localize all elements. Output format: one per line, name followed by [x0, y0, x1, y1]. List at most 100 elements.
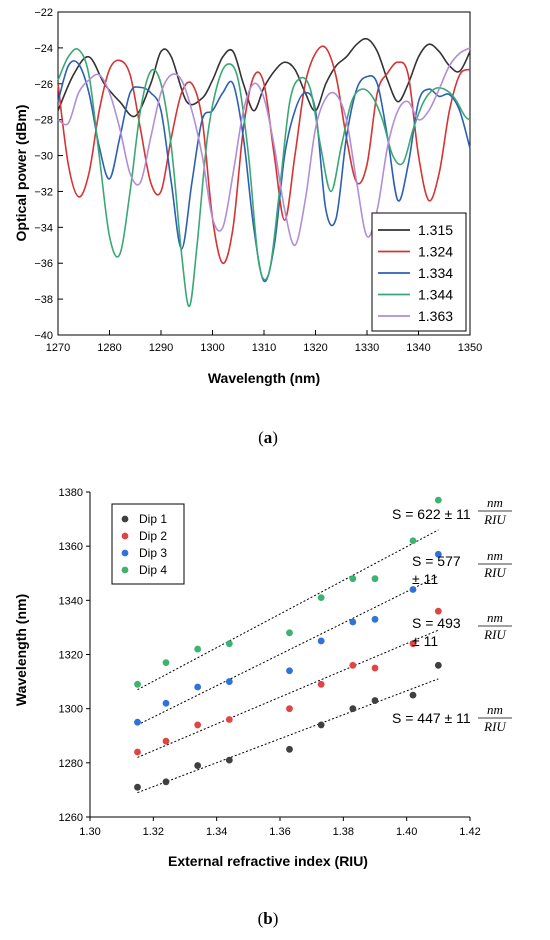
- y-tick-label-a: −32: [34, 186, 53, 198]
- annotation-fraction-denominator: RIU: [483, 627, 507, 642]
- x-tick-label-a: 1310: [252, 342, 276, 354]
- y-axis-label-a: Optical power (dBm): [13, 105, 29, 242]
- y-tick-label-b: 1280: [59, 758, 83, 770]
- data-point-Dip-3: [225, 678, 233, 685]
- annotation-fraction-denominator: RIU: [483, 565, 507, 580]
- x-tick-label-b: 1.40: [396, 826, 417, 838]
- legend-marker-Dip-4: [121, 566, 129, 574]
- series-line-1-344: [57, 48, 471, 308]
- data-point-Dip-3: [349, 618, 357, 626]
- legend-box-a: [371, 212, 467, 332]
- sensitivity-annotation: S = 577 ± 11 nm RIU: [412, 548, 512, 587]
- x-tick-label-b: 1.36: [269, 826, 290, 838]
- annotation-fraction-denominator: RIU: [483, 719, 507, 734]
- panel-letter-a: a: [264, 428, 273, 447]
- sensitivity-annotation: S = 447 ± 11 nm RIU: [392, 702, 512, 734]
- chart-b: 1.30 1.32 1.34 1.36 1.38 1.40 1.42 1260 1280 1300…: [13, 487, 512, 928]
- fit-line-Dip-2: [137, 629, 439, 758]
- data-point-Dip-3: [194, 683, 202, 691]
- y-tick-label-a: −28: [34, 115, 53, 127]
- x-tick-label-a: 1280: [97, 342, 121, 354]
- data-point-Dip-1: [162, 778, 170, 786]
- data-point-Dip-3: [286, 667, 293, 675]
- y-tick-label-a: −38: [34, 294, 53, 306]
- panel-label-a: (a): [258, 428, 278, 447]
- x-axis-label-a: Wavelength (nm): [208, 370, 320, 386]
- annotation-fraction-numerator: nm: [487, 702, 503, 717]
- y-tick-label-b: 1380: [59, 487, 83, 499]
- x-tick-label-a: 1270: [46, 342, 70, 354]
- panel-letter-b: b: [263, 909, 272, 928]
- y-tick-label-b: 1340: [59, 595, 83, 607]
- x-tick-label-b: 1.30: [79, 826, 100, 838]
- data-points-b: [134, 496, 442, 791]
- data-point-Dip-1: [194, 762, 202, 769]
- legend-label-1-334: 1.334: [418, 265, 453, 281]
- y-tick-label-b: 1360: [59, 541, 83, 553]
- data-point-Dip-2: [434, 607, 442, 615]
- sensitivity-annotation: S = 493 ± 11 nm RIU: [412, 610, 512, 649]
- data-point-Dip-2: [162, 737, 170, 745]
- annotation-line1: S = 622 ± 11: [392, 506, 471, 522]
- fit-line-Dip-4: [137, 529, 439, 691]
- legend-label-Dip-1: Dip 1: [139, 512, 167, 526]
- data-point-Dip-4: [134, 680, 141, 688]
- data-point-Dip-1: [409, 691, 417, 699]
- x-axis-label-b: External refractive index (RIU): [168, 853, 368, 869]
- x-tick-label-b: 1.34: [206, 826, 227, 838]
- x-tick-label-b: 1.42: [459, 826, 480, 838]
- x-tick-label-a: 1350: [458, 342, 482, 354]
- data-point-Dip-4: [434, 496, 442, 504]
- x-tick-label-b: 1.32: [143, 826, 164, 838]
- y-tick-label-b: 1300: [59, 704, 83, 716]
- data-point-Dip-1: [434, 661, 442, 669]
- data-point-Dip-2: [317, 680, 325, 688]
- x-tick-label-a: 1340: [406, 342, 430, 354]
- y-tick-label-a: −40: [34, 330, 53, 342]
- data-point-Dip-2: [134, 748, 141, 756]
- x-tick-label-b: 1.38: [333, 826, 354, 838]
- y-tick-label-a: −30: [34, 151, 53, 163]
- y-tick-label-a: −34: [34, 222, 53, 234]
- fit-line-Dip-1: [137, 678, 439, 794]
- data-point-Dip-3: [134, 718, 141, 726]
- data-point-Dip-4: [225, 640, 233, 648]
- data-point-Dip-2: [194, 721, 202, 729]
- annotation-fraction-numerator: nm: [487, 495, 503, 510]
- data-point-Dip-4: [162, 659, 170, 667]
- y-tick-label-b: 1320: [59, 650, 83, 662]
- x-tick-label-a: 1300: [200, 342, 224, 354]
- y-tick-label-a: −26: [34, 79, 53, 91]
- data-point-Dip-4: [317, 594, 325, 602]
- y-tick-label-a: −24: [34, 43, 53, 55]
- legend-label-1-324: 1.324: [418, 244, 453, 260]
- data-point-Dip-1: [371, 697, 379, 704]
- data-point-Dip-1: [225, 756, 233, 764]
- data-point-Dip-3: [371, 615, 379, 623]
- axis-ticks-b: 1.30 1.32 1.34 1.36 1.38 1.40 1.42 1260 1280 1300…: [59, 487, 481, 838]
- data-point-Dip-4: [194, 645, 202, 653]
- sensitivity-annotation: S = 622 ± 11 nm RIU: [392, 495, 512, 527]
- y-tick-label-a: −22: [34, 7, 53, 19]
- legend-marker-Dip-3: [121, 549, 129, 557]
- series-lines-a: [57, 37, 471, 308]
- annotation-fraction-denominator: RIU: [483, 512, 507, 527]
- data-point-Dip-3: [317, 637, 325, 645]
- data-point-Dip-2: [349, 661, 357, 669]
- axis-ticks-a: 1270 1280 1290 1300 1310 1320 1330 1340 1350 −40 −…: [34, 7, 482, 354]
- data-point-Dip-2: [409, 640, 417, 648]
- data-point-Dip-1: [349, 705, 357, 713]
- data-point-Dip-3: [409, 586, 417, 593]
- series-line-1-324: [57, 45, 471, 265]
- legend-label-1-344: 1.344: [418, 287, 453, 303]
- data-point-Dip-3: [434, 550, 442, 558]
- legend-label-Dip-2: Dip 2: [139, 529, 167, 543]
- annotation-fraction-numerator: nm: [487, 610, 503, 625]
- y-tick-label-a: −36: [34, 258, 53, 270]
- data-point-Dip-4: [371, 575, 379, 583]
- series-line-1-334: [57, 60, 471, 283]
- data-point-Dip-1: [286, 745, 293, 753]
- data-point-Dip-4: [409, 537, 417, 545]
- x-tick-label-a: 1320: [303, 342, 327, 354]
